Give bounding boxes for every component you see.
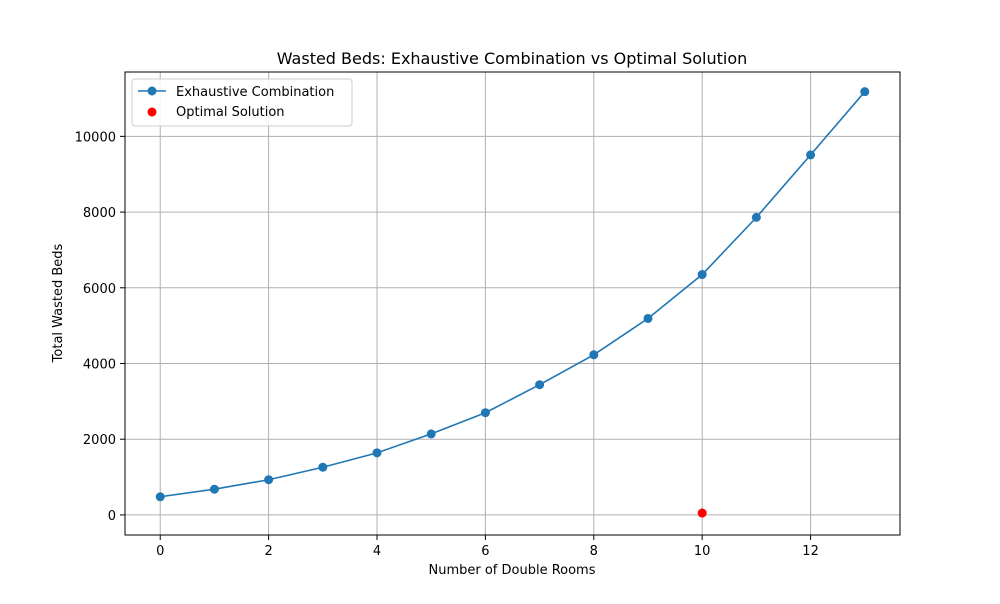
legend-marker-exhaustive — [147, 86, 157, 96]
chart-title: Wasted Beds: Exhaustive Combination vs O… — [277, 49, 748, 68]
x-tick-label: 10 — [694, 544, 711, 559]
y-tick-label: 2000 — [83, 433, 116, 448]
data-point — [860, 87, 870, 97]
x-tick-label: 8 — [590, 544, 598, 559]
data-point — [264, 475, 274, 485]
y-tick-label: 6000 — [83, 282, 116, 297]
data-point — [589, 350, 599, 360]
x-tick-label: 0 — [156, 544, 164, 559]
x-tick-label: 12 — [802, 544, 819, 559]
x-tick-label: 6 — [481, 544, 489, 559]
legend: Exhaustive Combination Optimal Solution — [131, 78, 353, 127]
y-tick-label: 10000 — [75, 130, 116, 145]
legend-label-optimal: Optimal Solution — [176, 105, 285, 120]
series-layer — [155, 87, 870, 518]
x-axis: 0 2 4 6 8 10 12 — [156, 535, 819, 559]
data-point — [535, 380, 545, 390]
data-point — [697, 270, 707, 280]
y-tick-label: 8000 — [83, 206, 116, 221]
legend-label-exhaustive: Exhaustive Combination — [176, 85, 334, 100]
data-point — [697, 508, 707, 518]
data-point — [643, 313, 653, 323]
x-axis-label: Number of Double Rooms — [428, 563, 595, 578]
x-tick-label: 4 — [373, 544, 381, 559]
data-point — [209, 484, 219, 494]
x-tick-label: 2 — [264, 544, 272, 559]
series-exhaustive-combination — [155, 87, 870, 502]
data-point — [372, 448, 382, 458]
data-point — [751, 212, 761, 222]
data-point — [426, 429, 436, 439]
y-tick-label: 4000 — [83, 358, 116, 373]
series-optimal-solution — [697, 508, 707, 518]
data-point — [318, 462, 328, 472]
series-line — [160, 91, 866, 498]
plot-frame — [124, 71, 901, 536]
legend-marker-optimal — [147, 107, 157, 117]
grid-lines — [125, 72, 900, 535]
data-point — [480, 408, 490, 418]
y-tick-label: 0 — [108, 509, 116, 524]
y-axis: 0 2000 4000 6000 8000 10000 — [75, 130, 125, 524]
legend-box — [131, 78, 353, 127]
y-axis-label: Total Wasted Beds — [51, 243, 66, 363]
data-point — [806, 150, 816, 160]
data-point — [155, 492, 165, 502]
